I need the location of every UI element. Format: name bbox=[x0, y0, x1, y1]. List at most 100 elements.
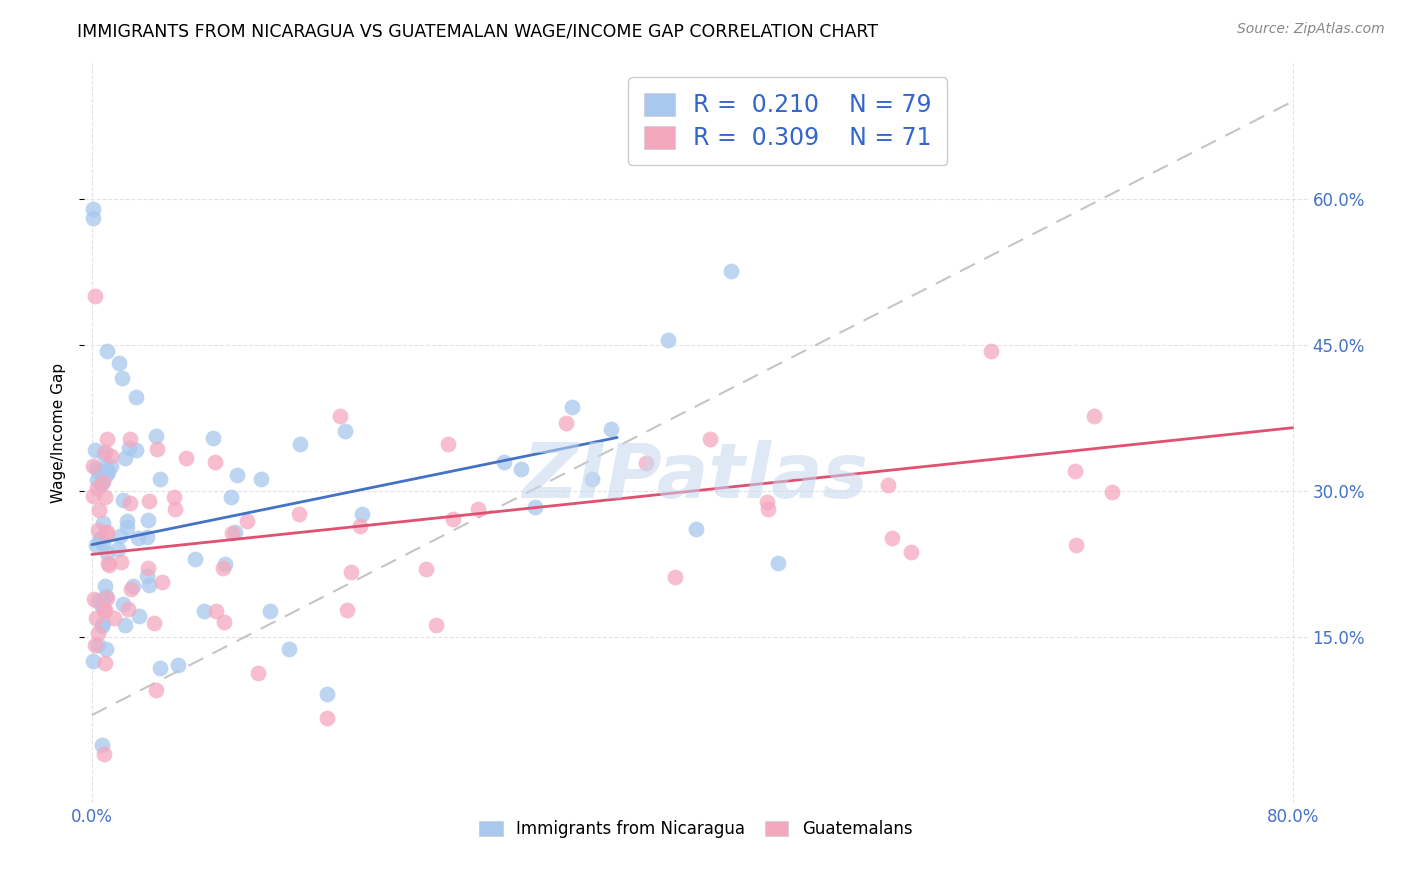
Point bbox=[94, 468, 117, 483]
Text: ZIPatlas: ZIPatlas bbox=[523, 440, 869, 514]
Point bbox=[415, 562, 437, 576]
Point bbox=[138, 494, 160, 508]
Point bbox=[720, 264, 742, 278]
Point bbox=[204, 455, 226, 469]
Point bbox=[336, 603, 359, 617]
Point bbox=[83, 442, 105, 457]
Point bbox=[96, 344, 118, 359]
Point bbox=[1083, 409, 1105, 423]
Point bbox=[142, 615, 165, 630]
Point bbox=[84, 638, 107, 652]
Point bbox=[94, 445, 117, 459]
Point bbox=[152, 574, 174, 589]
Point bbox=[193, 605, 215, 619]
Point bbox=[163, 502, 186, 516]
Point bbox=[756, 502, 779, 516]
Point bbox=[87, 503, 110, 517]
Point bbox=[112, 493, 135, 508]
Point bbox=[84, 611, 107, 625]
Point bbox=[82, 459, 104, 474]
Point bbox=[96, 591, 118, 605]
Point bbox=[657, 334, 679, 348]
Point bbox=[84, 538, 107, 552]
Point bbox=[97, 557, 120, 571]
Point bbox=[699, 432, 721, 446]
Point bbox=[212, 615, 235, 630]
Point bbox=[91, 738, 114, 752]
Point bbox=[100, 459, 122, 474]
Point bbox=[288, 436, 311, 450]
Point bbox=[882, 531, 904, 545]
Point bbox=[225, 468, 247, 483]
Y-axis label: Wage/Income Gap: Wage/Income Gap bbox=[51, 362, 66, 503]
Point bbox=[112, 597, 135, 611]
Point bbox=[118, 442, 141, 456]
Text: Source: ZipAtlas.com: Source: ZipAtlas.com bbox=[1237, 22, 1385, 37]
Point bbox=[437, 436, 460, 450]
Point bbox=[163, 490, 186, 504]
Point bbox=[93, 592, 115, 607]
Point bbox=[94, 656, 117, 670]
Point bbox=[127, 531, 149, 545]
Point bbox=[350, 507, 373, 521]
Point bbox=[146, 442, 169, 456]
Point bbox=[93, 603, 115, 617]
Point bbox=[1101, 485, 1123, 500]
Point bbox=[138, 577, 160, 591]
Point bbox=[87, 638, 110, 652]
Point bbox=[93, 747, 115, 761]
Point bbox=[135, 530, 157, 544]
Point bbox=[581, 472, 603, 486]
Point bbox=[86, 523, 108, 537]
Point bbox=[86, 473, 108, 487]
Point bbox=[125, 442, 148, 457]
Point bbox=[333, 425, 356, 439]
Point bbox=[86, 482, 108, 496]
Point bbox=[84, 461, 107, 475]
Point bbox=[94, 490, 117, 504]
Point bbox=[96, 589, 118, 603]
Legend: Immigrants from Nicaragua, Guatemalans: Immigrants from Nicaragua, Guatemalans bbox=[471, 812, 921, 847]
Point bbox=[96, 526, 118, 541]
Point bbox=[83, 591, 105, 606]
Point bbox=[250, 472, 273, 486]
Point bbox=[96, 432, 118, 446]
Point bbox=[89, 465, 111, 479]
Point bbox=[111, 371, 134, 385]
Point bbox=[107, 542, 129, 557]
Point bbox=[115, 520, 138, 534]
Point bbox=[96, 524, 118, 539]
Point bbox=[664, 570, 686, 584]
Point bbox=[120, 582, 142, 596]
Point bbox=[246, 665, 269, 680]
Point bbox=[211, 561, 233, 575]
Point bbox=[287, 507, 309, 521]
Point bbox=[149, 661, 172, 675]
Point bbox=[82, 202, 104, 216]
Point bbox=[1064, 464, 1087, 478]
Point bbox=[184, 552, 207, 566]
Point bbox=[91, 599, 114, 614]
Point bbox=[201, 432, 224, 446]
Point bbox=[87, 626, 110, 640]
Point bbox=[83, 289, 105, 303]
Point bbox=[91, 516, 114, 530]
Point bbox=[90, 532, 112, 546]
Point bbox=[96, 641, 118, 656]
Point bbox=[107, 357, 129, 371]
Point bbox=[97, 558, 120, 572]
Point bbox=[167, 657, 190, 672]
Point bbox=[96, 546, 118, 560]
Point bbox=[100, 449, 122, 463]
Point bbox=[117, 602, 139, 616]
Point bbox=[118, 432, 141, 446]
Point bbox=[236, 514, 259, 528]
Point bbox=[136, 561, 159, 575]
Point bbox=[125, 390, 148, 404]
Point bbox=[136, 513, 159, 527]
Point bbox=[114, 618, 136, 632]
Point bbox=[316, 687, 339, 701]
Point bbox=[214, 557, 236, 571]
Point bbox=[97, 465, 120, 479]
Point bbox=[900, 545, 922, 559]
